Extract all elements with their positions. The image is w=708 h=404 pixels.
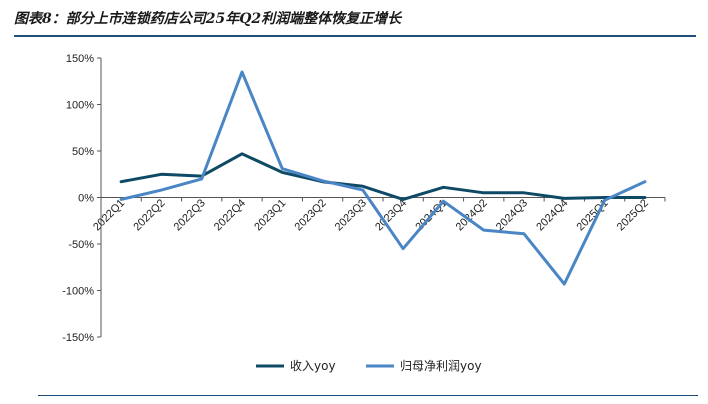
title-divider: [14, 35, 696, 37]
legend-label-1: 收入yoy: [290, 359, 336, 373]
x-tick-label: 2024Q3: [494, 197, 530, 233]
x-tick-label: 2024Q4: [534, 197, 570, 233]
y-tick-label: -100%: [62, 286, 94, 298]
y-tick-label: 0%: [78, 193, 94, 205]
x-tick-label: 2023Q3: [333, 197, 369, 233]
x-tick-label: 2024Q2: [454, 197, 490, 233]
x-tick-label: 2022Q2: [131, 197, 167, 233]
y-tick-label: -150%: [62, 332, 94, 344]
x-tick-label: 2025Q2: [615, 197, 651, 233]
series-lines: [119, 70, 647, 286]
legend: 收入yoy 归母净利润yoy: [256, 359, 482, 373]
x-tick-label: 2022Q4: [212, 197, 248, 233]
y-tick-label: 50%: [72, 146, 94, 158]
x-tick-label: 2022Q1: [91, 197, 127, 233]
x-tick-label: 2022Q3: [172, 197, 208, 233]
y-tick-label: 100%: [66, 100, 94, 112]
x-tick-label: 2023Q1: [252, 197, 288, 233]
footer-divider: [38, 395, 698, 396]
series-line-1: [119, 152, 647, 201]
y-tick-label: -50%: [68, 239, 94, 251]
chart-title: 图表8：部分上市连锁药店公司25年Q2利润端整体恢复正增长: [14, 11, 402, 27]
y-tick-label: 150%: [66, 53, 94, 65]
y-axis-tick-labels: 150% 100% 50% 0% -50% -100% -150%: [62, 53, 94, 344]
series-line-2: [119, 70, 647, 286]
x-tick-label: 2023Q2: [293, 197, 329, 233]
legend-label-2: 归母净利润yoy: [400, 359, 482, 373]
